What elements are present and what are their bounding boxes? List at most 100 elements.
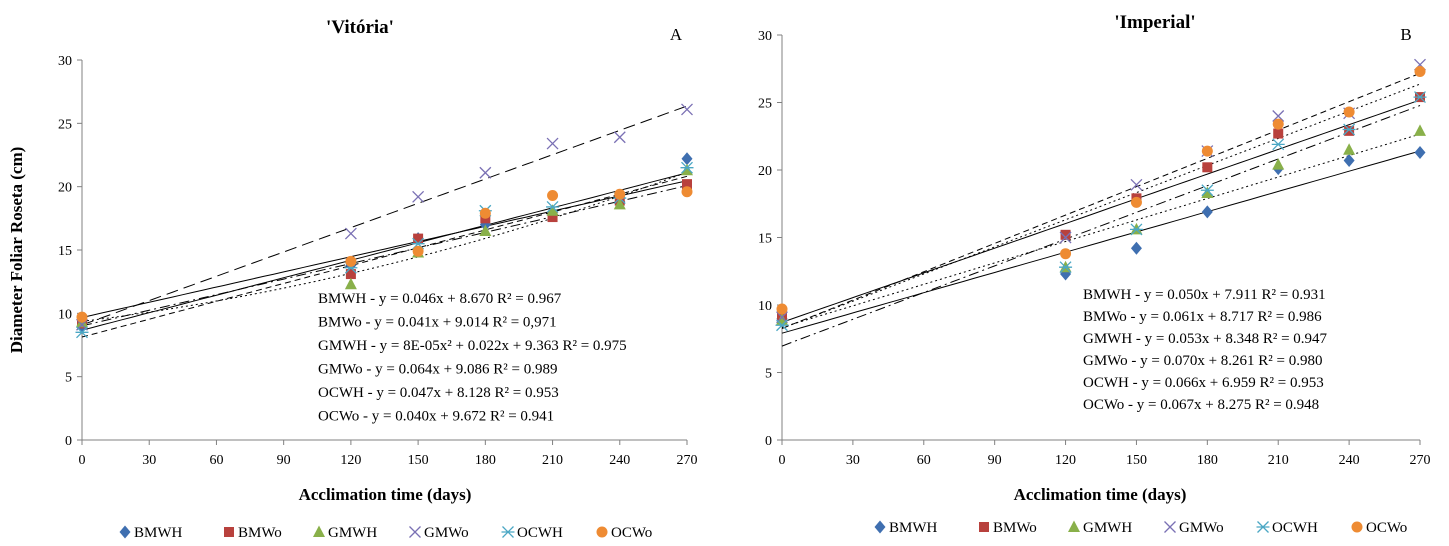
trend-line-bmwh xyxy=(781,150,1421,334)
y-tick-label: 20 xyxy=(758,164,772,179)
legend-label: GMWH xyxy=(328,525,377,541)
data-point-bmwo xyxy=(1060,229,1071,240)
x-tick-label: 60 xyxy=(209,453,223,468)
x-tick-label: 180 xyxy=(1197,453,1218,468)
x-tick-label: 30 xyxy=(846,453,860,468)
legend-marker-ocwh xyxy=(1256,521,1270,533)
x-tick-label: 120 xyxy=(1055,453,1076,468)
legend-marker-gmwo xyxy=(1164,521,1176,533)
regression-equation: OCWo - y = 0.040x + 9.672 R² = 0.941 xyxy=(318,409,554,425)
legend-item-ocwh: OCWH xyxy=(1256,520,1318,536)
data-point-bmwo xyxy=(1202,162,1213,173)
y-tick-label: 5 xyxy=(765,367,772,382)
legend-item-gmwo: GMWo xyxy=(409,525,469,541)
data-point-gmwo xyxy=(412,190,425,203)
data-point-ocwh xyxy=(680,161,694,174)
y-tick-label: 0 xyxy=(765,434,772,449)
data-point-bmwh xyxy=(1201,205,1213,219)
data-point-gmwh xyxy=(479,224,492,236)
legend-label: GMWo xyxy=(424,525,469,541)
data-point-gmwo xyxy=(681,103,693,116)
regression-equation: BMWo - y = 0.041x + 9.014 R² = 0,971 xyxy=(318,315,557,331)
data-point-bmwo xyxy=(682,179,692,190)
panel-letter: B xyxy=(1400,25,1411,44)
data-point-ocwh xyxy=(1129,223,1143,236)
legend-item-ocwo: OCWo xyxy=(596,525,652,541)
data-point-ocwo xyxy=(1201,145,1213,157)
legend-item-bmwo: BMWo xyxy=(224,525,282,541)
regression-equation: OCWH - y = 0.047x + 8.128 R² = 0.953 xyxy=(318,385,559,401)
data-point-gmwh xyxy=(344,277,357,290)
legend-label: BMWo xyxy=(993,520,1037,536)
series-ocwh xyxy=(75,161,694,339)
y-tick-label: 20 xyxy=(58,181,72,196)
y-tick-label: 10 xyxy=(758,299,772,314)
x-tick-label: 120 xyxy=(340,453,361,468)
legend-marker-bmwo xyxy=(224,527,234,537)
regression-equation: BMWo - y = 0.061x + 8.717 R² = 0.986 xyxy=(1083,309,1322,325)
chart-title: 'Vitória' xyxy=(326,17,394,38)
data-point-ocwh xyxy=(1200,184,1214,197)
y-tick-label: 10 xyxy=(58,307,72,322)
data-point-gmwh xyxy=(1414,124,1426,136)
data-point-ocwh xyxy=(1059,261,1073,274)
regression-equation: OCWH - y = 0.066x + 6.959 R² = 0.953 xyxy=(1083,375,1324,391)
data-point-ocwh xyxy=(775,319,789,332)
legend-marker-bmwh xyxy=(874,520,886,534)
data-point-ocwh xyxy=(1413,91,1427,104)
legend-item-ocwh: OCWH xyxy=(501,525,563,541)
data-point-bmwo xyxy=(1344,125,1355,136)
y-tick-label: 15 xyxy=(758,232,772,247)
trend-line-ocwh xyxy=(781,105,1421,347)
series-gmwo xyxy=(76,103,693,331)
legend-item-bmwh: BMWH xyxy=(874,520,938,536)
x-tick-label: 90 xyxy=(988,453,1002,468)
x-axis-label: Acclimation time (days) xyxy=(299,485,472,504)
y-tick-label: 5 xyxy=(65,371,72,386)
regression-equation: BMWH - y = 0.046x + 8.670 R² = 0.967 xyxy=(318,291,562,307)
x-tick-label: 270 xyxy=(677,453,698,468)
legend-label: BMWo xyxy=(238,525,282,541)
panel-letter: A xyxy=(670,25,683,44)
data-point-bmwh xyxy=(681,152,693,166)
data-point-gmwo xyxy=(344,227,357,240)
trend-line-bmwh xyxy=(81,172,688,331)
chart-title: 'Imperial' xyxy=(1114,12,1195,33)
x-tick-label: 60 xyxy=(917,453,931,468)
data-point-gmwo xyxy=(1130,178,1143,191)
legend-label: OCWo xyxy=(1366,520,1407,536)
trend-line-ocwo xyxy=(781,83,1421,329)
data-point-bmwh xyxy=(1130,241,1142,255)
regression-equation: GMWo - y = 0.070x + 8.261 R² = 0.980 xyxy=(1083,353,1323,369)
x-axis-label: Acclimation time (days) xyxy=(1014,485,1187,504)
data-point-gmwo xyxy=(1272,110,1285,122)
x-tick-label: 150 xyxy=(408,453,429,468)
trend-line-ocwh xyxy=(81,175,688,338)
x-tick-label: 240 xyxy=(1339,453,1360,468)
trend-line-ocwo xyxy=(81,180,688,318)
data-point-gmwh xyxy=(613,197,626,210)
legend-marker-gmwh xyxy=(313,525,325,537)
trend-line-bmwo xyxy=(781,99,1421,323)
data-point-gmwh xyxy=(681,163,693,176)
data-point-bmwo xyxy=(345,269,356,280)
y-axis-label: Diameter Foliar Roseta (cm) xyxy=(7,147,26,354)
regression-equation: GMWo - y = 0.064x + 9.086 R² = 0.989 xyxy=(318,362,558,378)
legend-marker-gmwo xyxy=(409,526,421,538)
data-point-ocwh xyxy=(546,200,560,213)
data-point-bmwo xyxy=(413,233,424,244)
x-tick-label: 240 xyxy=(609,453,630,468)
data-point-gmwo xyxy=(546,137,559,150)
legend-marker-bmwh xyxy=(119,525,131,539)
series-gmwo xyxy=(776,58,1426,324)
y-tick-label: 0 xyxy=(65,434,72,449)
data-point-gmwo xyxy=(613,131,626,144)
legend-label: OCWH xyxy=(1272,520,1318,536)
y-tick-label: 30 xyxy=(58,54,72,69)
data-point-ocwo xyxy=(1343,106,1355,118)
data-point-gmwo xyxy=(479,166,492,179)
data-point-ocwo xyxy=(345,255,357,267)
y-tick-label: 15 xyxy=(58,244,72,259)
data-point-ocwo xyxy=(76,311,88,323)
